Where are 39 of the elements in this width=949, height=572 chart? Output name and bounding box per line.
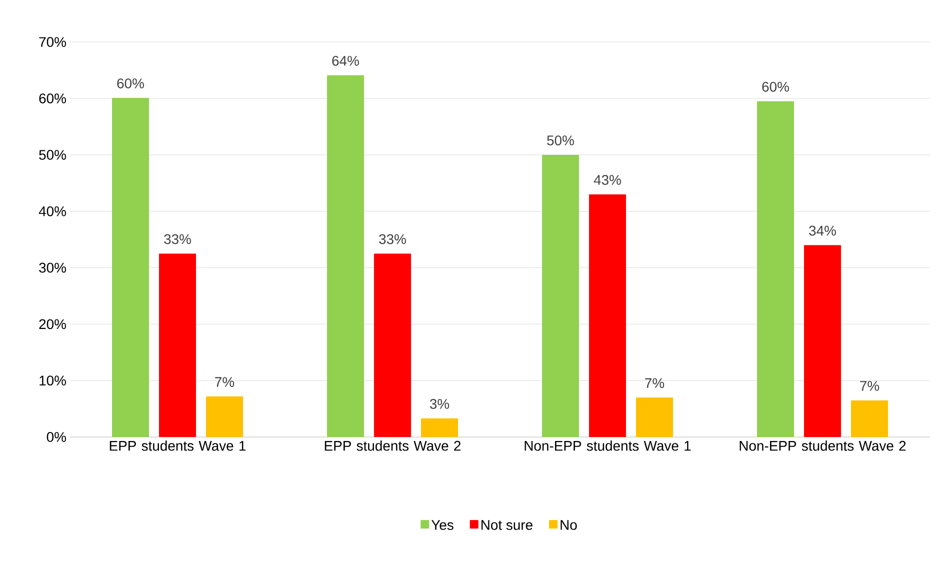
y-tick-label: 10% [40, 376, 66, 386]
data-label: 7% [645, 378, 664, 388]
y-tick-label: 30% [39, 262, 66, 273]
y-tick-label: 60% [39, 93, 66, 104]
legend-label: Yes [431, 520, 454, 530]
bar [421, 418, 458, 437]
y-tick-label: 70% [39, 37, 66, 47]
x-tick-label: Non-EPP students Wave 1 [524, 440, 691, 451]
data-label: 33% [379, 234, 406, 244]
data-label: 50% [547, 135, 574, 146]
bar [206, 396, 243, 437]
y-tick-label: 20% [39, 319, 66, 330]
data-label: 43% [594, 174, 621, 185]
bar [112, 98, 149, 437]
y-tick-label: 50% [39, 150, 66, 160]
data-label: 60% [762, 82, 789, 92]
bar [851, 400, 888, 437]
bar [542, 154, 580, 437]
bar [636, 398, 674, 437]
legend-label: Not sure [482, 520, 532, 530]
data-label: 34% [809, 226, 836, 236]
bar [757, 101, 794, 437]
bar [159, 254, 196, 437]
legend-label: No [560, 520, 577, 530]
bar [327, 75, 364, 437]
bar [804, 245, 842, 437]
bar [374, 254, 411, 437]
data-label: 64% [332, 56, 359, 66]
bar [589, 194, 626, 437]
x-tick-label: Non-EPP students Wave 2 [740, 440, 906, 451]
data-label: 3% [430, 398, 450, 409]
data-label: 33% [164, 234, 191, 244]
y-tick-label: 0% [46, 432, 66, 442]
x-tick-label: EPP students Wave 1 [110, 440, 246, 451]
y-tick-label: 40% [38, 206, 66, 216]
x-tick-label: EPP students Wave 2 [324, 440, 461, 451]
data-label: 60% [117, 78, 144, 88]
data-label: 7% [860, 381, 880, 391]
data-label: 7% [215, 377, 234, 387]
